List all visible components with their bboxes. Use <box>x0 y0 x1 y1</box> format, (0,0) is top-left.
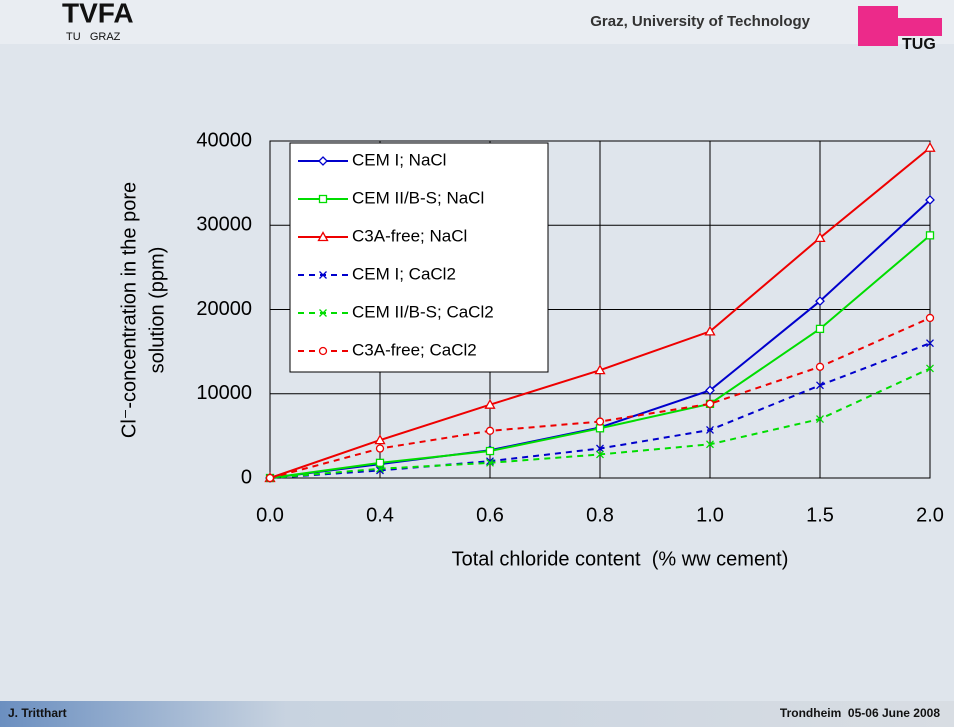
marker <box>706 440 714 449</box>
marker <box>595 424 605 433</box>
header-bar <box>0 0 954 44</box>
marker <box>926 339 934 348</box>
x-tick-label: 2.0 <box>916 504 944 526</box>
marker <box>376 464 384 473</box>
y-axis-label: solution (ppm) <box>146 247 168 374</box>
footer-bar <box>0 701 954 727</box>
legend-label: CEM I; NaCl <box>352 150 446 169</box>
x-tick-label: 0.8 <box>586 504 614 526</box>
legend-label: C3A-free; NaCl <box>352 226 467 245</box>
footer-event: Trondheim 05-06 June 2008 <box>780 706 940 720</box>
marker <box>926 364 934 373</box>
logo: TVFA <box>62 0 134 28</box>
marker <box>486 458 494 467</box>
marker <box>925 313 935 323</box>
marker <box>594 364 606 375</box>
marker <box>924 141 936 152</box>
marker <box>374 434 386 445</box>
y-tick-label: 0 <box>241 466 252 488</box>
marker <box>816 415 824 423</box>
marker <box>596 450 604 459</box>
x-tick-label: 0.0 <box>256 504 284 526</box>
legend-label: CEM II/B-S; NaCl <box>352 188 484 207</box>
marker <box>815 296 825 306</box>
tug-logo-left <box>858 6 898 46</box>
legend-marker <box>318 156 328 166</box>
x-tick-label: 1.0 <box>696 504 724 526</box>
legend-marker <box>318 194 328 204</box>
marker <box>484 398 496 409</box>
marker <box>816 381 824 390</box>
plot-border <box>269 140 931 479</box>
marker <box>705 399 715 409</box>
marker <box>815 362 825 371</box>
y-tick-label: 10000 <box>196 382 252 404</box>
marker <box>705 385 715 396</box>
institution: Graz, University of Technology <box>590 13 810 30</box>
marker <box>814 232 826 243</box>
y-tick-label: 30000 <box>196 214 252 236</box>
logo-sub: TU GRAZ <box>66 31 121 43</box>
marker <box>485 426 495 435</box>
marker <box>706 426 714 434</box>
y-tick-label: 40000 <box>196 129 252 151</box>
y-tick-label: 20000 <box>196 298 252 320</box>
legend-marker <box>319 309 327 317</box>
legend-marker <box>317 231 329 242</box>
x-axis-label: Total chloride content (% ww cement) <box>452 548 789 570</box>
legend-label: CEM II/B-S; CaCl2 <box>352 302 494 321</box>
marker <box>595 417 605 426</box>
legend-marker <box>319 271 327 279</box>
marker <box>265 473 275 483</box>
marker <box>375 444 385 453</box>
legend-box <box>289 142 549 373</box>
x-tick-label: 0.4 <box>366 504 394 526</box>
legend-marker <box>318 346 328 356</box>
y-axis-label: Cl⁻-concentration in the pore <box>118 182 140 438</box>
tug-logo-text: TUG <box>902 36 936 53</box>
marker <box>596 444 604 453</box>
marker <box>375 458 385 467</box>
marker <box>815 324 825 334</box>
x-tick-label: 0.6 <box>476 504 504 526</box>
marker <box>925 231 935 240</box>
x-tick-label: 1.5 <box>806 504 834 526</box>
marker <box>704 325 716 336</box>
footer-author: J. Tritthart <box>8 706 67 720</box>
marker <box>925 195 935 205</box>
legend-label: CEM I; CaCl2 <box>352 264 456 283</box>
legend-label: C3A-free; CaCl2 <box>352 340 477 359</box>
marker <box>485 446 495 456</box>
tug-logo-right <box>898 18 942 36</box>
